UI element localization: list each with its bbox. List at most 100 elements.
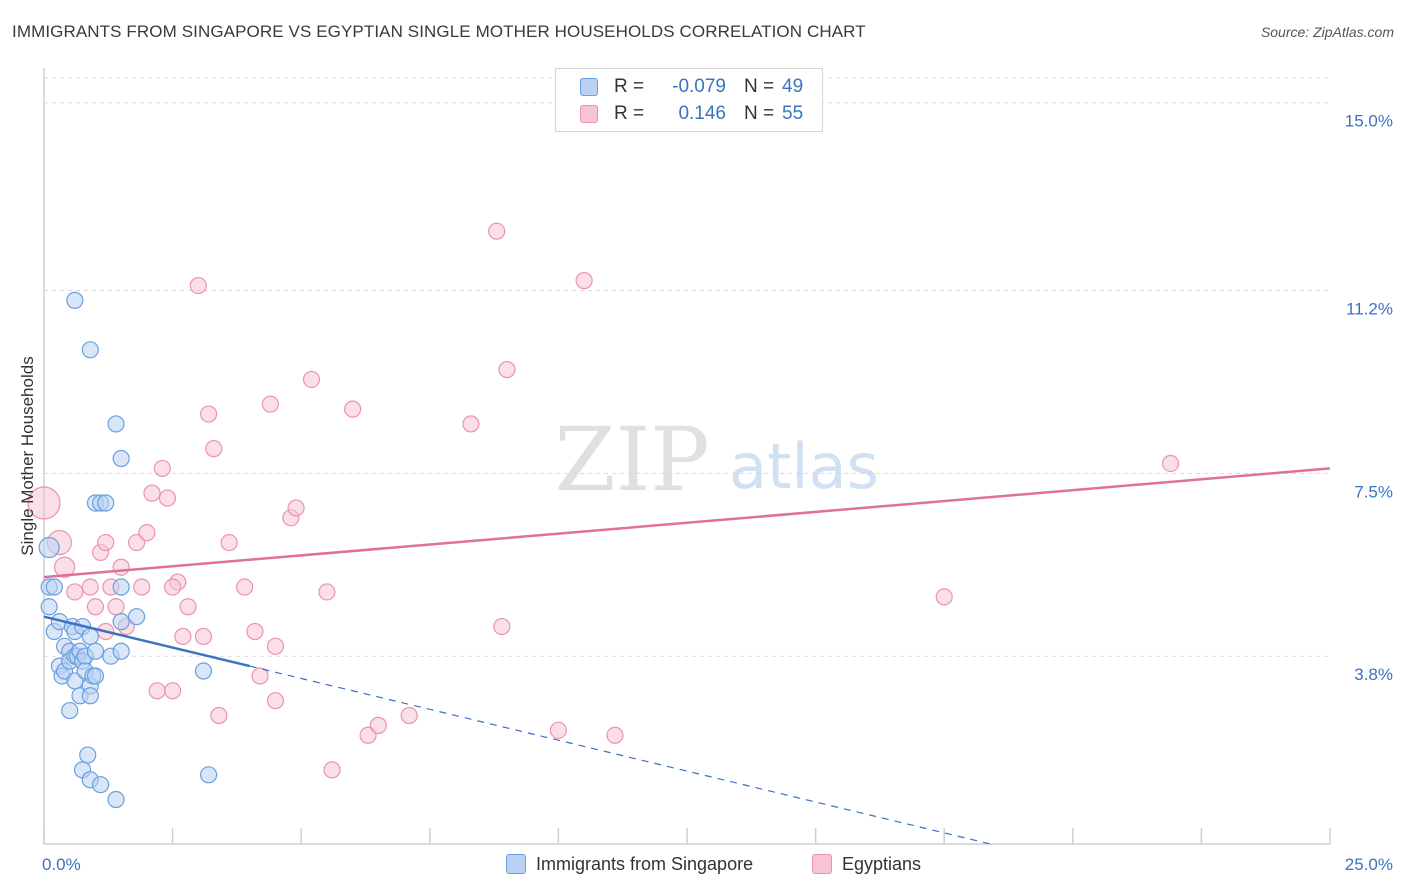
egyptians-point [266, 692, 285, 710]
egyptians-point [261, 395, 279, 413]
singapore-point [107, 790, 125, 809]
egyptians-point [133, 578, 151, 596]
singapore-point [40, 598, 58, 616]
axes [43, 68, 1331, 845]
egyptians-point [81, 578, 99, 596]
egyptians-point [493, 617, 511, 636]
chart-title: IMMIGRANTS FROM SINGAPORE VS EGYPTIAN SI… [12, 22, 866, 41]
series-swatch-pink [812, 854, 832, 874]
egyptians-point [143, 484, 161, 502]
series-label-singapore: Immigrants from Singapore [536, 853, 754, 874]
y-tick-label: 11.2% [1346, 300, 1393, 319]
egyptians-point [53, 556, 76, 578]
egyptians-point [344, 400, 362, 418]
egyptians-point [200, 405, 218, 423]
singapore-point [86, 667, 105, 685]
legend-n-value: 55 [782, 103, 804, 124]
egyptians-point [318, 583, 336, 601]
egyptians-point [498, 360, 516, 379]
egyptians-point [606, 726, 624, 744]
singapore-point [38, 536, 60, 559]
trend-lines [43, 467, 1331, 846]
egyptians-point [236, 578, 254, 596]
y-tick-label: 7.5% [1354, 482, 1393, 501]
egyptians-point [138, 524, 156, 542]
egyptians-point [179, 598, 197, 616]
legend-r-value: 0.146 [678, 103, 726, 124]
y-tick-labels: 3.8% 7.5% 11.2% 15.0% [1345, 112, 1393, 684]
legend-r-label: R = [614, 76, 645, 97]
x-tick-label: 0.0% [42, 855, 81, 874]
singapore-point [112, 449, 130, 468]
egyptians-point [549, 721, 568, 739]
stats-legend: R = -0.079 N = 49 R = 0.146 N = 55 [555, 68, 823, 132]
legend-r-value: -0.079 [672, 76, 726, 97]
x-tick-label: 25.0% [1345, 855, 1393, 874]
gridlines [44, 77, 1330, 657]
watermark-atlas: atlas [729, 430, 879, 503]
legend-row-singapore: R = -0.079 N = 49 [580, 74, 803, 100]
egyptians-point [400, 706, 418, 725]
egyptians-points [27, 222, 1180, 779]
singapore-point [91, 776, 110, 794]
singapore-point [81, 627, 99, 646]
egyptians-point [302, 370, 321, 389]
series-swatch-blue [506, 854, 526, 874]
egyptians-point [86, 598, 105, 616]
egyptians-point [359, 726, 377, 744]
egyptians-point [251, 667, 269, 685]
legend-n-label: N = [744, 103, 775, 124]
egyptians-point [107, 598, 125, 616]
egyptians-point [488, 222, 506, 240]
series-label-egyptians: Egyptians [842, 853, 922, 874]
legend-r-label: R = [614, 103, 645, 124]
egyptians-point [575, 272, 593, 290]
legend-n-label: N = [744, 76, 775, 97]
egyptians-point [158, 489, 177, 507]
series-legend-singapore: Immigrants from Singapore [506, 851, 753, 877]
singapore-point [112, 578, 130, 596]
singapore-trend-line [43, 615, 251, 668]
egyptians-point [189, 276, 207, 295]
egyptians-point [27, 486, 61, 520]
egyptians-point [97, 533, 115, 552]
egyptians-point [1161, 454, 1180, 473]
singapore-point [107, 415, 125, 433]
egyptians-point [369, 716, 387, 734]
egyptians-point [112, 558, 130, 576]
singapore-point [112, 642, 130, 660]
series-legend-egyptians: Egyptians [812, 851, 921, 877]
singapore-point [81, 687, 99, 705]
legend-swatch-pink [580, 105, 598, 123]
legend-swatch-blue [580, 78, 598, 96]
egyptians-point [164, 682, 182, 700]
egyptians-point [127, 533, 146, 552]
singapore-point [127, 608, 146, 626]
singapore-point [61, 701, 79, 720]
egyptians-point [266, 637, 285, 655]
x-tick-labels: 0.0% 25.0% [42, 855, 1393, 874]
egyptians-point [153, 459, 171, 478]
singapore-point [200, 766, 218, 784]
egyptians-point [246, 622, 264, 641]
singapore-point [194, 662, 213, 680]
egyptians-point [205, 440, 223, 458]
legend-row-egyptians: R = 0.146 N = 55 [580, 101, 803, 127]
watermark: ZIP atlas [554, 408, 878, 511]
singapore-point [66, 291, 84, 309]
egyptians-point [220, 533, 238, 552]
source-label: Source: ZipAtlas.com [1260, 24, 1394, 40]
egyptians-point [66, 583, 84, 601]
y-tick-label: 15.0% [1345, 112, 1393, 131]
egyptians-point [935, 588, 953, 606]
singapore-point [112, 613, 130, 631]
singapore-trend-extension [249, 665, 996, 846]
singapore-points [38, 291, 218, 809]
egyptians-point [462, 415, 480, 433]
singapore-point [81, 341, 99, 359]
egyptians-point [210, 706, 228, 725]
singapore-point [79, 746, 97, 764]
watermark-zip: ZIP [554, 408, 709, 511]
singapore-point [97, 494, 115, 512]
